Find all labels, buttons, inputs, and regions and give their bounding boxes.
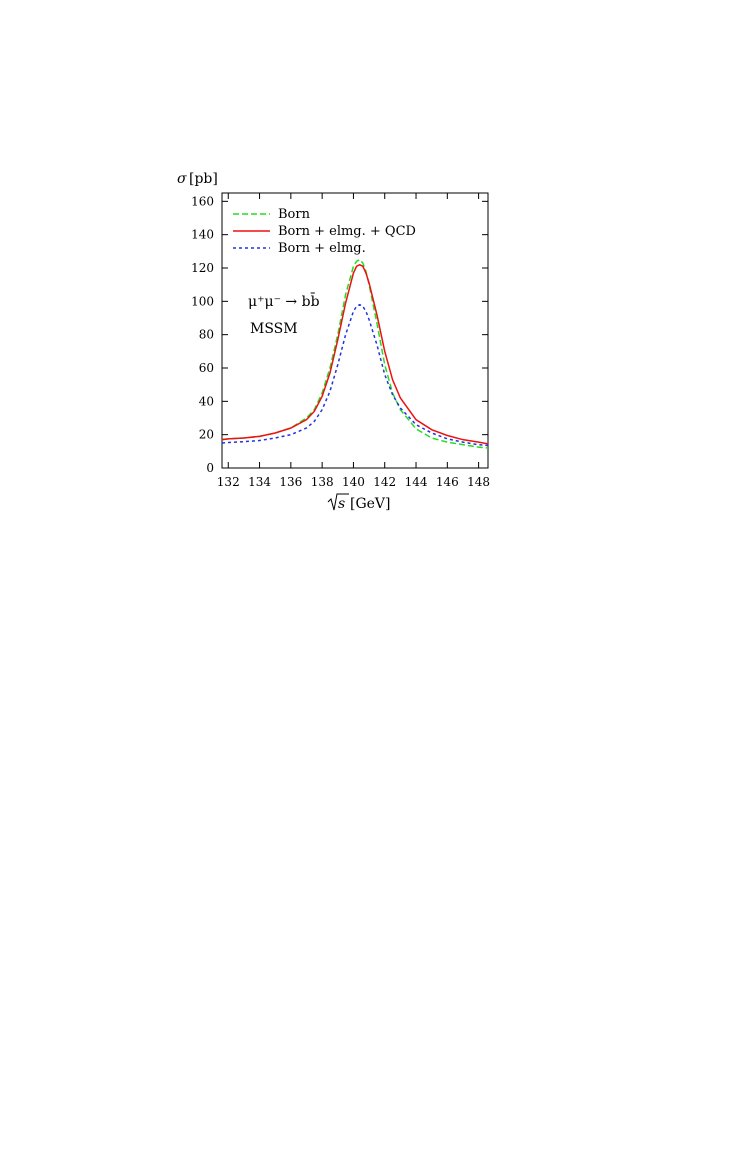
- legend-label-1: Born + elmg. + QCD: [278, 224, 416, 239]
- y-axis-label: σ [pb]: [177, 171, 218, 187]
- legend: Born Born + elmg. + QCD Born + elmg.: [233, 207, 416, 256]
- y-axis-symbol: σ: [177, 171, 187, 187]
- series-line-2: [221, 303, 489, 447]
- y-tick-label-2: 40: [199, 394, 214, 408]
- y-tick-label-0: 0: [206, 461, 214, 475]
- x-tick-label-6: 144: [405, 475, 428, 489]
- y-tick-label-3: 60: [199, 361, 214, 375]
- x-axis-symbol: s: [338, 496, 345, 512]
- series-layer: [221, 258, 489, 449]
- x-axis-unit: [GeV]: [350, 496, 391, 512]
- y-tick-label-5: 100: [191, 294, 214, 308]
- y-tick-label-6: 120: [191, 261, 214, 275]
- annotation-process: μ⁺μ⁻ → bb̄: [248, 292, 320, 310]
- y-tick-label-8: 160: [191, 194, 214, 208]
- axis-ticks: 132 134 136 138 140 142 144 146 148 0 20 40 60 80 100 1…: [191, 193, 490, 489]
- x-tick-label-0: 132: [217, 475, 240, 489]
- plot-frame: [221, 192, 489, 469]
- y-axis-unit: [pb]: [189, 171, 218, 187]
- x-tick-label-7: 146: [436, 475, 459, 489]
- x-tick-label-4: 140: [342, 475, 365, 489]
- x-tick-label-1: 134: [248, 475, 271, 489]
- x-tick-label-2: 136: [279, 475, 302, 489]
- x-tick-label-5: 142: [373, 475, 396, 489]
- y-tick-label-4: 80: [199, 328, 214, 342]
- y-tick-label-7: 140: [191, 228, 214, 242]
- series-line-0: [221, 258, 489, 449]
- sqrt-sign: [327, 493, 349, 511]
- legend-label-0: Born: [278, 207, 311, 222]
- x-axis-label: s [GeV]: [327, 493, 391, 512]
- series-line-1: [221, 263, 489, 445]
- x-tick-label-3: 138: [311, 475, 334, 489]
- legend-label-2: Born + elmg.: [278, 241, 366, 256]
- x-tick-label-8: 148: [467, 475, 490, 489]
- y-tick-label-1: 20: [199, 428, 214, 442]
- annotation-model: MSSM: [250, 321, 298, 337]
